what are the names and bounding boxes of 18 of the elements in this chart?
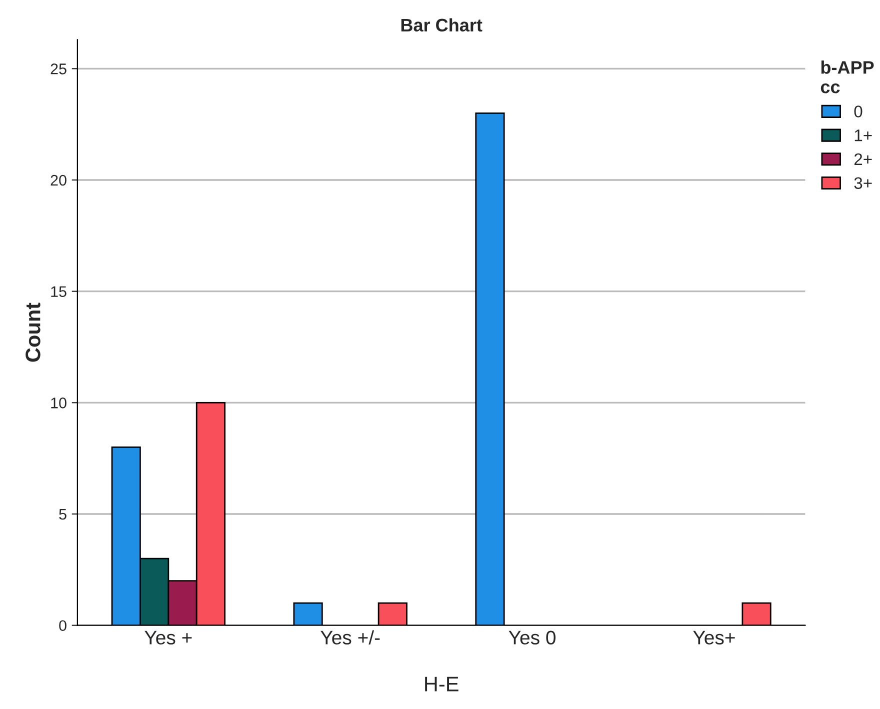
legend-label: 2+ [854, 153, 872, 165]
y-tick-label: 0 [59, 620, 66, 632]
x-tick-label: Yes + [144, 630, 192, 644]
x-axis-title: H-E [425, 676, 458, 692]
chart-title: Bar Chart [401, 18, 482, 32]
legend-title: b-APP cc [820, 60, 874, 94]
legend-label: 1+ [854, 130, 872, 142]
y-axis-title: Count [26, 302, 40, 362]
x-tick-label: Yes 0 [508, 630, 556, 644]
x-tick-label: Yes +/- [320, 630, 380, 644]
y-tick-label: 25 [50, 64, 66, 74]
y-tick-label: 5 [59, 509, 66, 520]
x-tick-label: Yes+ [693, 630, 735, 644]
y-tick-label: 10 [51, 398, 66, 408]
y-tick-label: 20 [50, 174, 66, 186]
y-tick-label: 15 [51, 286, 66, 298]
legend-label: 3+ [854, 177, 872, 190]
legend-label: 0 [854, 106, 862, 118]
